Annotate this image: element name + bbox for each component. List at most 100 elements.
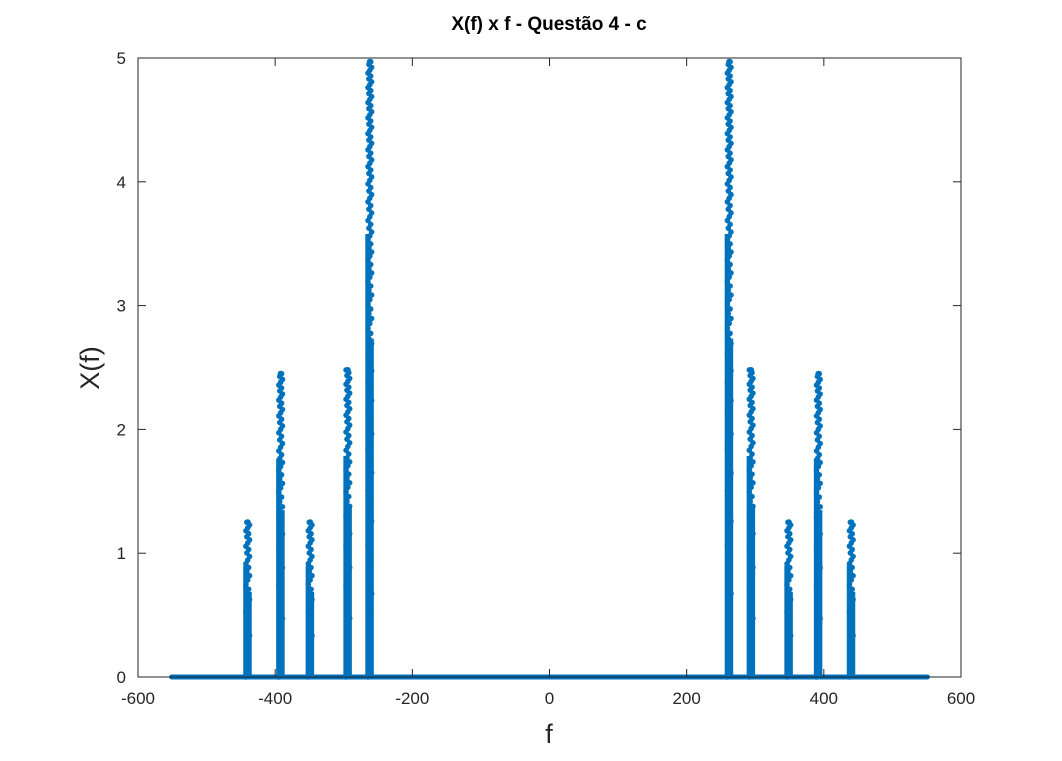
- data-point: [815, 485, 822, 491]
- data-point: [245, 615, 252, 622]
- data-point: [367, 330, 374, 337]
- data-point: [276, 514, 282, 520]
- data-point: [344, 475, 350, 482]
- data-point: [750, 459, 756, 465]
- data-point: [308, 615, 314, 622]
- data-point: [279, 615, 286, 622]
- data-point: [727, 497, 733, 503]
- data-point: [725, 335, 732, 342]
- peak-cluster: [365, 58, 375, 680]
- data-point: [345, 519, 352, 525]
- data-point: [345, 493, 352, 500]
- data-point: [786, 615, 793, 622]
- data-point: [366, 362, 372, 368]
- peak-cluster: [243, 519, 253, 680]
- data-point: [814, 602, 821, 609]
- data-point: [847, 623, 854, 630]
- data-point: [346, 564, 353, 571]
- data-point: [724, 487, 731, 494]
- data-point: [726, 320, 732, 327]
- data-point: [278, 494, 285, 500]
- data-point: [367, 241, 374, 247]
- data-point: [365, 301, 371, 308]
- data-point: [343, 489, 349, 495]
- data-point: [308, 586, 314, 593]
- data-point: [728, 292, 734, 298]
- data-point: [724, 445, 731, 452]
- data-point: [816, 519, 823, 526]
- data-point: [750, 480, 756, 486]
- data-point: [728, 590, 734, 597]
- peak-cluster: [813, 370, 823, 680]
- data-point: [725, 424, 732, 430]
- data-point: [814, 476, 821, 482]
- data-point: [815, 537, 822, 543]
- data-point: [244, 591, 250, 598]
- data-point: [344, 498, 350, 505]
- data-point: [850, 596, 856, 603]
- peak-top-point: [244, 519, 251, 526]
- data-point: [368, 229, 375, 235]
- peak-top-point: [785, 519, 792, 526]
- data-point: [726, 404, 732, 410]
- data-point: [726, 296, 732, 303]
- data-point: [367, 306, 374, 312]
- data-point: [277, 537, 284, 543]
- data-point: [244, 644, 251, 651]
- data-point: [279, 531, 286, 537]
- data-point: [817, 615, 823, 622]
- data-point: [243, 581, 249, 588]
- x-tick-label: -400: [258, 689, 292, 708]
- x-tick-label: 400: [810, 689, 838, 708]
- y-tick-label: 2: [117, 420, 126, 439]
- data-point: [367, 453, 374, 460]
- data-point: [816, 494, 823, 500]
- data-point: [728, 431, 734, 437]
- data-point: [786, 644, 792, 651]
- data-point: [345, 471, 352, 477]
- data-point: [366, 310, 372, 317]
- data-point: [344, 602, 350, 609]
- data-point: [279, 564, 286, 571]
- data-point: [813, 581, 820, 588]
- data-point: [813, 489, 820, 496]
- data-point: [367, 385, 374, 392]
- data-point: [276, 557, 283, 564]
- data-point: [785, 623, 791, 630]
- data-point: [307, 577, 313, 583]
- data-point: [846, 581, 853, 588]
- data-point: [728, 470, 734, 476]
- data-point: [366, 265, 372, 272]
- data-point: [345, 591, 352, 598]
- data-point: [784, 608, 790, 615]
- data-point: [309, 572, 315, 579]
- data-point: [366, 335, 372, 342]
- data-point: [817, 504, 823, 510]
- plot-frame: [137, 57, 962, 678]
- data-point: [365, 445, 371, 452]
- data-point: [345, 550, 352, 556]
- data-point: [346, 503, 353, 510]
- data-point: [746, 581, 753, 588]
- data-point: [279, 504, 286, 510]
- data-point: [728, 340, 734, 347]
- peak-top-point: [277, 370, 284, 377]
- data-point: [278, 471, 285, 478]
- data-point: [850, 632, 856, 639]
- data-point: [367, 529, 373, 536]
- data-point: [747, 475, 754, 482]
- data-point: [277, 632, 284, 639]
- data-point: [728, 518, 734, 524]
- data-point: [850, 572, 856, 579]
- data-point: [727, 261, 733, 268]
- peak-top-point: [307, 519, 314, 526]
- data-point: [787, 572, 794, 579]
- data-point: [749, 519, 755, 525]
- data-point: [784, 581, 790, 588]
- data-point: [246, 632, 253, 639]
- data-point: [747, 498, 754, 505]
- data-point: [367, 356, 374, 363]
- data-point: [848, 602, 855, 609]
- data-point: [815, 509, 822, 515]
